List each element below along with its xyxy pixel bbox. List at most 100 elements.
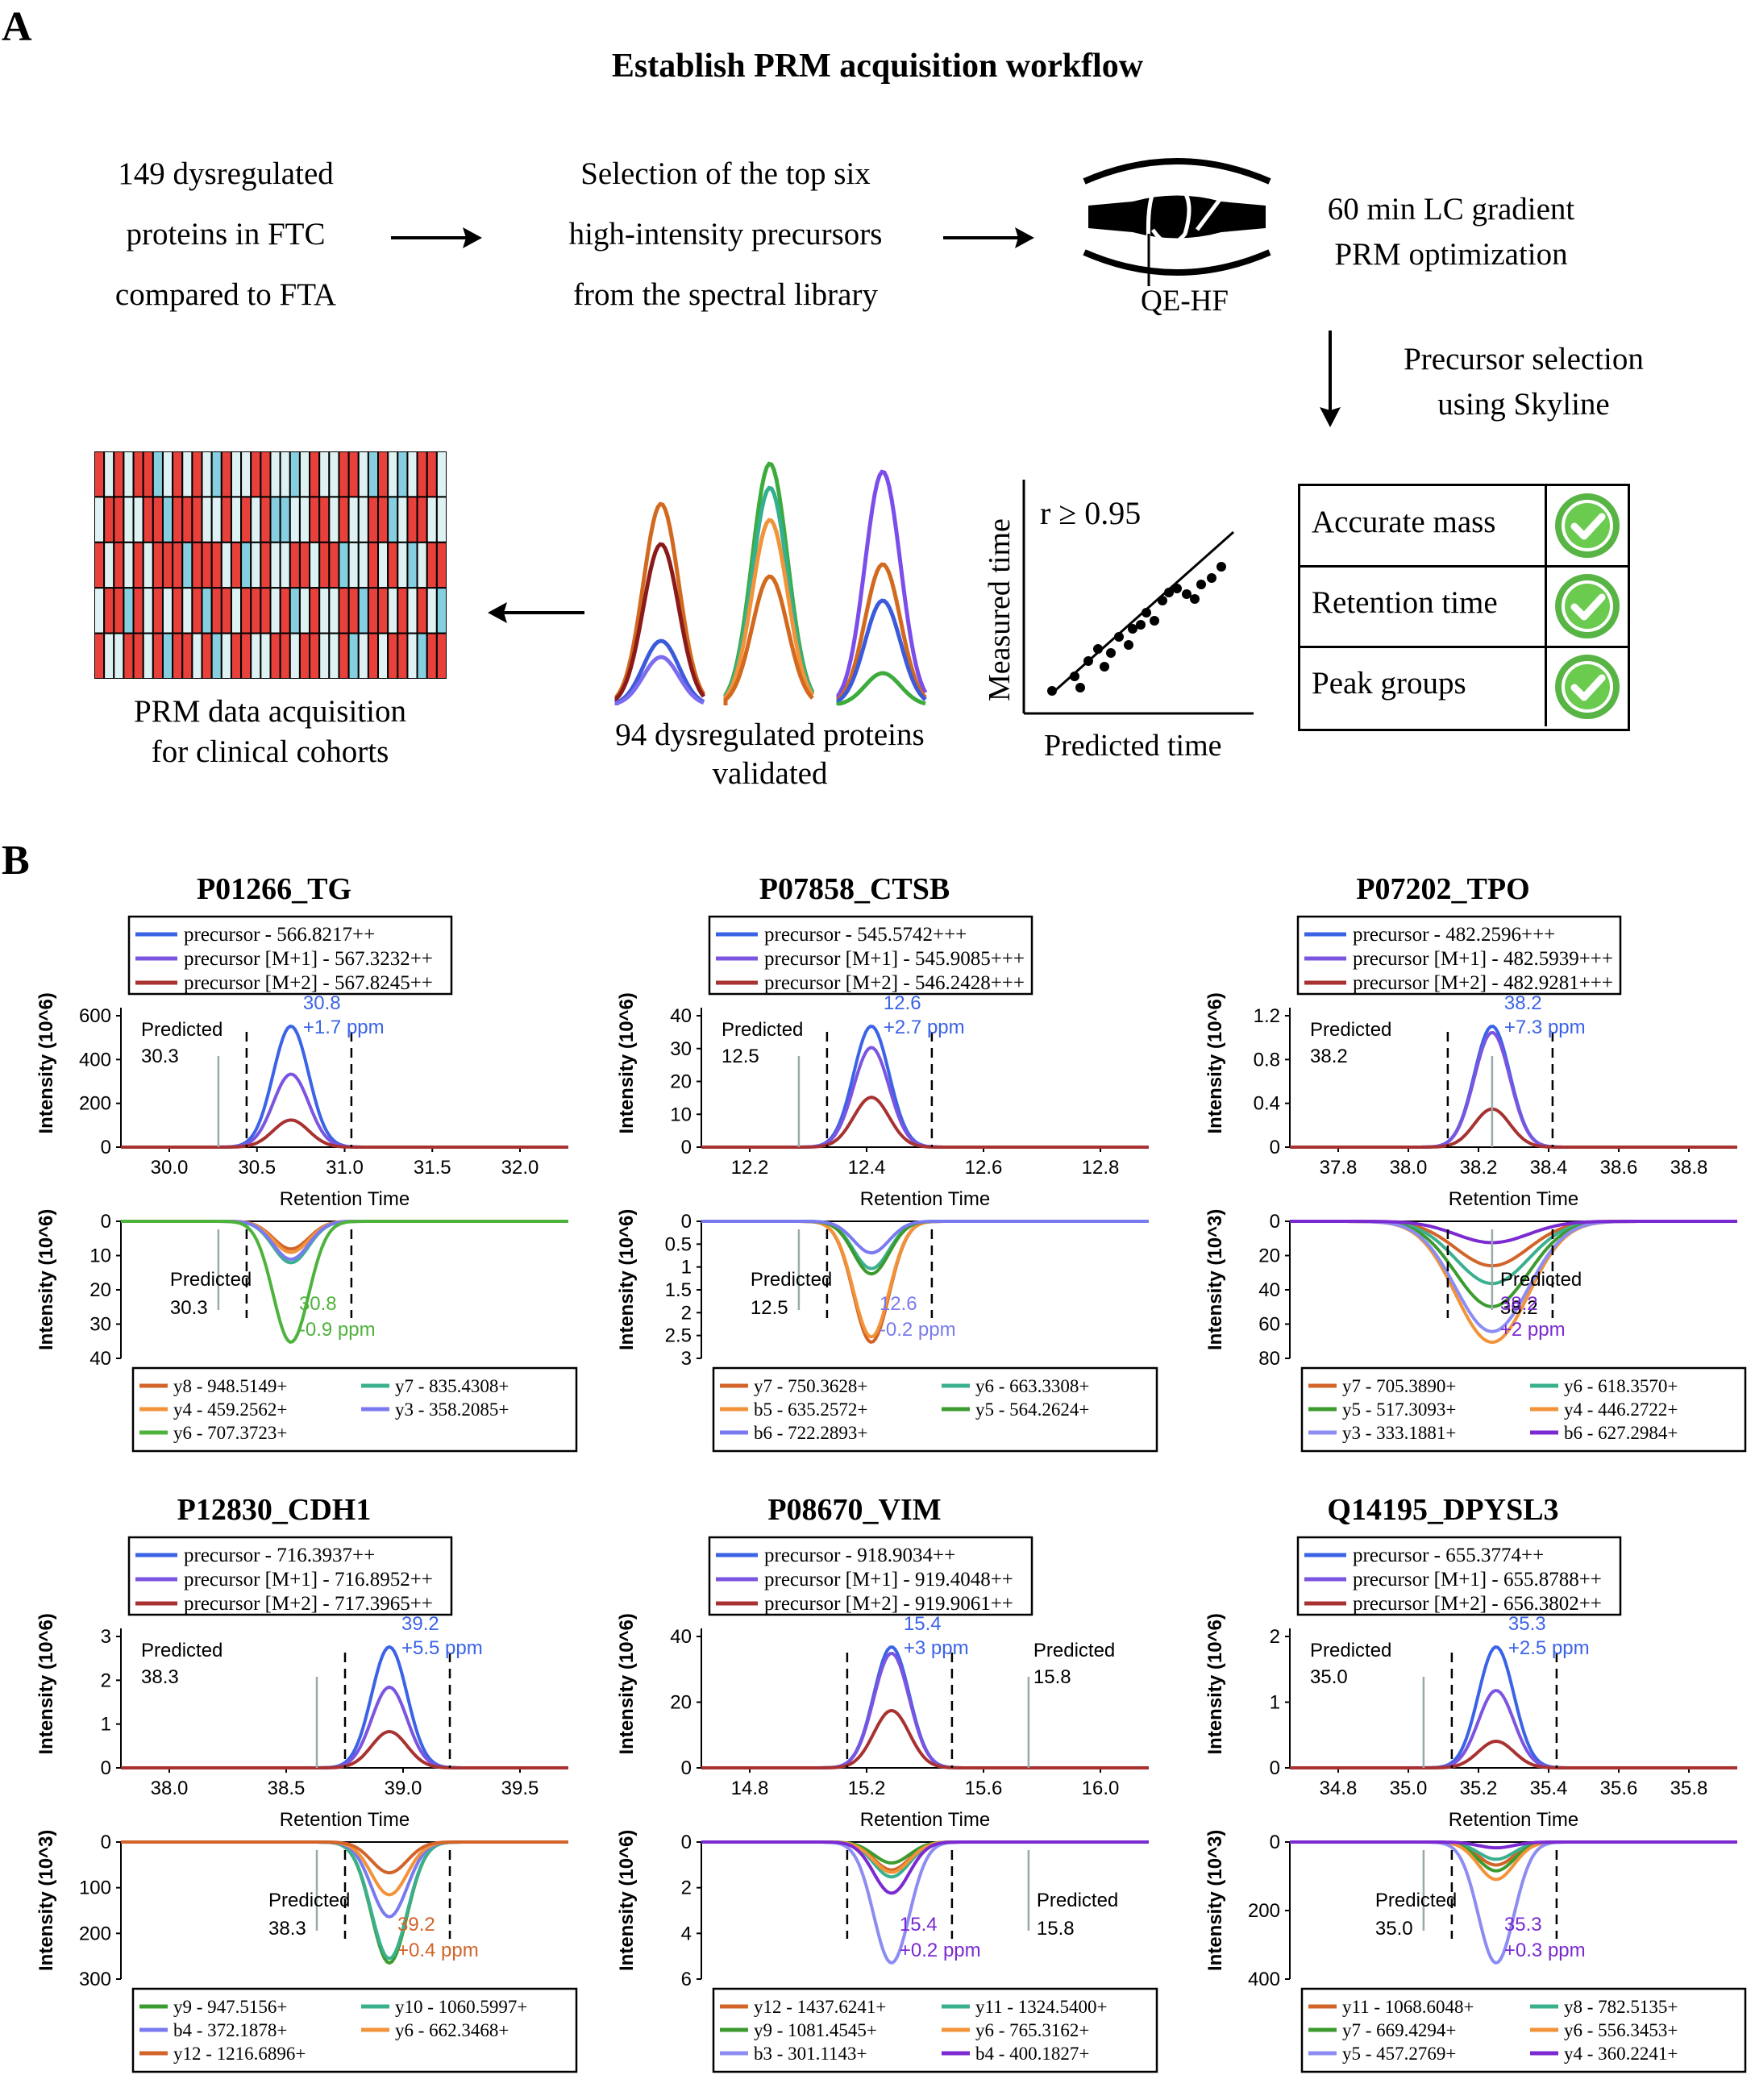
- scatter-point: [1093, 644, 1103, 654]
- validated-peak: [614, 501, 706, 705]
- heatmap-cell: [309, 496, 321, 543]
- heatmap-cell: [181, 496, 193, 543]
- validated-peak: [614, 542, 706, 705]
- heatmap-cell: [220, 632, 232, 679]
- legend-entry: y8 - 948.5149+: [173, 1376, 287, 1396]
- legend-entry: b3 - 301.1143+: [754, 2044, 867, 2064]
- predicted-value: 38.2: [1310, 1046, 1348, 1067]
- ms1-ytick: 20: [670, 1071, 692, 1093]
- legend-entry: precursor - 918.9034++: [764, 1545, 955, 1566]
- apex-ppm-label: +7.3 ppm: [1504, 1017, 1586, 1038]
- heatmap-cell: [260, 587, 272, 634]
- ms2-ytick: 100: [79, 1878, 111, 1899]
- predicted-label: Predicted: [1037, 1890, 1118, 1911]
- heatmap-cell: [406, 632, 418, 679]
- ms1-xtick: 37.8: [1320, 1157, 1358, 1179]
- step1-line1: 149 dysregulated: [118, 156, 334, 191]
- heatmap-cell: [250, 587, 262, 634]
- ms1-xtick: 32.0: [501, 1157, 539, 1179]
- ms1-xtick: 14.8: [731, 1778, 769, 1799]
- predicted-label: Predicted: [141, 1640, 222, 1661]
- scatter-point: [1196, 580, 1206, 589]
- step4-line2: using Skyline: [1437, 387, 1610, 422]
- predicted-label: Predicted: [1310, 1640, 1391, 1661]
- heatmap-cell: [161, 451, 174, 498]
- ms2-ytick: 300: [79, 1969, 111, 1990]
- legend-entry: y7 - 750.3628+: [754, 1376, 867, 1396]
- legend-entry: precursor [M+1] - 545.9085+++: [764, 948, 1025, 970]
- legend-entry: precursor - 545.5742+++: [764, 924, 967, 946]
- predicted-label: Predicted: [1500, 1269, 1582, 1291]
- heatmap-cell: [152, 541, 164, 589]
- instrument-label: QE-HF: [1141, 285, 1229, 318]
- heatmap-cell: [240, 451, 252, 498]
- ms2-legend: y11 - 1068.6048+ y8 - 782.5135+ y7 - 669.4…: [1300, 1987, 1747, 2073]
- ms1-ytick: 400: [79, 1049, 111, 1071]
- heatmap-cell: [172, 496, 184, 543]
- heatmap-cell: [435, 541, 447, 589]
- heatmap-cell: [377, 451, 389, 498]
- heatmap-cell: [397, 451, 409, 498]
- ms1-xlabel: Retention Time: [280, 1188, 410, 1210]
- heatmap-cell: [240, 541, 252, 589]
- scatter-points: [1047, 562, 1226, 696]
- ms1-ylabel: Intensity (10^6): [35, 992, 57, 1133]
- heatmap-cell: [426, 451, 438, 498]
- legend-entry: y8 - 782.5135+: [1564, 1997, 1678, 2017]
- criteria-row: Peak groups: [1300, 647, 1628, 726]
- ms2-trace: [701, 1220, 1149, 1276]
- legend-entry: b5 - 635.2572+: [754, 1399, 867, 1420]
- ms1-ytick: 2: [1270, 1626, 1280, 1648]
- heatmap-cell: [191, 541, 203, 589]
- ms2-ytick: 0: [681, 1211, 692, 1233]
- scatter-point: [1182, 589, 1191, 599]
- heatmap-cell: [103, 632, 115, 679]
- legend-entry: y5 - 564.2624+: [975, 1399, 1089, 1420]
- ms1-ytick: 0: [681, 1757, 692, 1779]
- scatter-point: [1075, 683, 1085, 692]
- apex-ppm-label: +0.2 ppm: [900, 1940, 981, 1961]
- ms1-trace: [1290, 1107, 1737, 1149]
- scatter-point: [1070, 672, 1079, 681]
- apex-rt-label: 35.3: [1508, 1613, 1546, 1635]
- predicted-value: 38.3: [268, 1918, 306, 1940]
- heatmap-cell: [94, 587, 106, 634]
- ms2-ytick: 1.5: [665, 1279, 692, 1301]
- apex-ppm-label: -0.9 ppm: [299, 1319, 376, 1341]
- ms1-ylabel: Intensity (10^6): [616, 1613, 638, 1754]
- legend-entry: precursor [M+1] - 567.3232++: [184, 948, 433, 970]
- heatmap-cell: [132, 587, 144, 634]
- apex-ppm-label: +2.5 ppm: [1508, 1637, 1590, 1659]
- step2-line3: from the spectral library: [573, 277, 878, 312]
- ms2-ylabel: Intensity (10^3): [35, 1830, 57, 1971]
- ms1-ylabel: Intensity (10^6): [35, 1613, 57, 1754]
- ms1-xtick: 35.8: [1670, 1778, 1708, 1799]
- heatmap-cell: [435, 496, 447, 543]
- ms1-xtick: 12.6: [965, 1157, 1003, 1179]
- criteria-row: Retention time: [1300, 567, 1628, 648]
- ms1-ytick: 1: [101, 1714, 111, 1736]
- heatmap-cell: [338, 541, 350, 589]
- heatmap-cell: [298, 587, 311, 634]
- legend-entry: b4 - 400.1827+: [975, 2044, 1089, 2064]
- heatmap-cell: [387, 632, 399, 679]
- heatmap-cell: [387, 496, 399, 543]
- check-icon: [1555, 655, 1620, 719]
- heatmap-cell: [113, 496, 125, 543]
- heatmap-cell: [357, 541, 369, 589]
- validated-peak: [836, 469, 928, 705]
- legend-entry: precursor [M+2] - 567.8245++: [184, 972, 433, 994]
- heatmap-cell: [123, 451, 135, 498]
- validated-peak: [723, 574, 814, 705]
- ms2-ytick: 0: [1270, 1832, 1280, 1853]
- ms1-legend: precursor - 545.5742+++precursor [M+1] -…: [708, 915, 1033, 996]
- apex-rt-label: 15.4: [904, 1613, 942, 1635]
- legend-entry: y6 - 556.3453+: [1564, 2020, 1678, 2040]
- ms2-trace: [121, 1220, 568, 1254]
- ms1-ytick: 3: [101, 1626, 111, 1648]
- predicted-label: Predicted: [268, 1890, 350, 1911]
- ms1-ytick: 40: [670, 1005, 692, 1027]
- legend-entry: y7 - 669.4294+: [1342, 2020, 1456, 2040]
